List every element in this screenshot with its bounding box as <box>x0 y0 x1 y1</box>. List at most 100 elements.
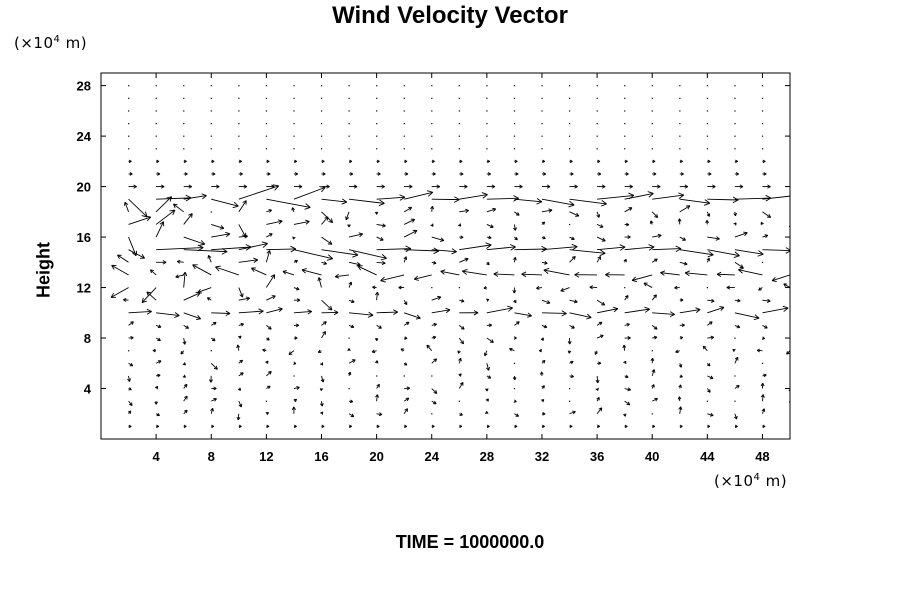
wind-vector <box>624 97 626 99</box>
wind-vector <box>266 385 271 390</box>
wind-vector <box>595 387 599 391</box>
wind-vector <box>357 265 377 276</box>
wind-vector <box>293 298 301 303</box>
wind-vector <box>376 223 386 228</box>
wind-vector <box>321 198 348 205</box>
wind-vector <box>540 337 544 341</box>
wind-vector <box>154 401 158 405</box>
wind-vector <box>183 110 185 112</box>
wind-vector <box>597 244 626 251</box>
wind-vector <box>265 400 268 402</box>
wind-vector <box>403 110 405 112</box>
x-axis-ticks: 4 8 12 16 20 24 28 32 36 40 44 48 <box>153 73 770 464</box>
wind-vector <box>293 323 300 328</box>
wind-vector <box>458 223 462 227</box>
wind-vector <box>128 122 130 125</box>
wind-vector <box>679 172 684 176</box>
wind-vector <box>513 388 516 390</box>
wind-vector <box>514 424 518 429</box>
wind-vector <box>128 362 134 367</box>
wind-vector <box>431 248 457 255</box>
wind-vector <box>624 387 631 392</box>
wind-vector <box>679 249 714 258</box>
wind-vector <box>707 321 713 326</box>
wind-vector <box>486 85 488 87</box>
wind-vector <box>293 286 300 291</box>
wind-vector <box>789 122 790 125</box>
wind-vector <box>726 285 735 290</box>
wind-vector <box>513 299 517 304</box>
wind-vector <box>458 135 460 137</box>
wind-vector <box>734 337 736 339</box>
wind-vector <box>574 271 598 278</box>
wind-vector <box>266 209 272 213</box>
wind-vector <box>293 135 295 137</box>
wind-vector <box>541 243 578 251</box>
wind-vector <box>176 259 184 264</box>
wind-vector <box>541 261 548 265</box>
x-tick-label: 36 <box>590 449 604 464</box>
wind-vector <box>348 324 355 329</box>
wind-vector <box>210 321 217 326</box>
wind-vector <box>513 135 516 137</box>
wind-vector <box>486 184 496 189</box>
wind-vector <box>431 135 433 137</box>
wind-vector <box>236 413 241 421</box>
wind-vector <box>734 148 736 150</box>
wind-vector <box>348 122 350 125</box>
wind-vector <box>265 85 268 87</box>
wind-vector <box>238 322 245 327</box>
wind-vector <box>459 172 464 176</box>
wind-vector <box>789 148 790 150</box>
wind-vector <box>483 350 488 357</box>
wind-vector <box>707 412 714 417</box>
wind-vector <box>334 273 350 279</box>
x-tick-label: 16 <box>314 449 328 464</box>
wind-vector <box>431 184 440 189</box>
wind-vector <box>380 274 405 283</box>
wind-vector <box>679 159 683 164</box>
wind-vector <box>183 122 185 125</box>
wind-vector <box>652 424 656 429</box>
wind-vector <box>238 85 240 87</box>
wind-vector <box>486 195 519 202</box>
wind-vector <box>706 388 711 393</box>
wind-vector <box>789 363 790 364</box>
wind-vector <box>541 172 547 176</box>
wind-vector <box>348 198 385 207</box>
wind-vector <box>569 424 573 429</box>
wind-vector <box>293 85 295 87</box>
wind-vector <box>210 135 212 137</box>
wind-vector <box>155 360 162 364</box>
wind-vector <box>486 148 488 150</box>
wind-vector <box>426 344 433 351</box>
wind-vector <box>652 311 675 318</box>
wind-vector <box>183 97 185 99</box>
wind-vector <box>207 255 212 263</box>
wind-vector <box>155 209 176 225</box>
wind-vector <box>678 406 683 414</box>
wind-vector <box>321 261 327 265</box>
wind-vector <box>292 236 296 240</box>
wind-vector <box>175 274 184 279</box>
wind-vector <box>288 350 295 356</box>
wind-vector <box>192 264 212 276</box>
wind-vector <box>211 386 217 391</box>
wind-vector <box>156 194 192 202</box>
wind-vector <box>541 159 546 164</box>
wind-vector <box>173 203 184 213</box>
wind-vector <box>569 85 571 87</box>
wind-vector <box>376 383 380 389</box>
wind-vector <box>738 267 763 276</box>
wind-vector <box>458 357 462 364</box>
wind-vector <box>266 233 273 238</box>
wind-vector <box>458 400 460 402</box>
wind-vector <box>155 148 157 150</box>
x-tick-label: 44 <box>700 449 715 464</box>
wind-vector <box>596 407 603 415</box>
wind-vector <box>624 110 626 112</box>
wind-vector <box>293 249 334 261</box>
wind-vector <box>459 298 465 303</box>
wind-vector <box>238 159 242 164</box>
wind-vector <box>596 396 600 402</box>
